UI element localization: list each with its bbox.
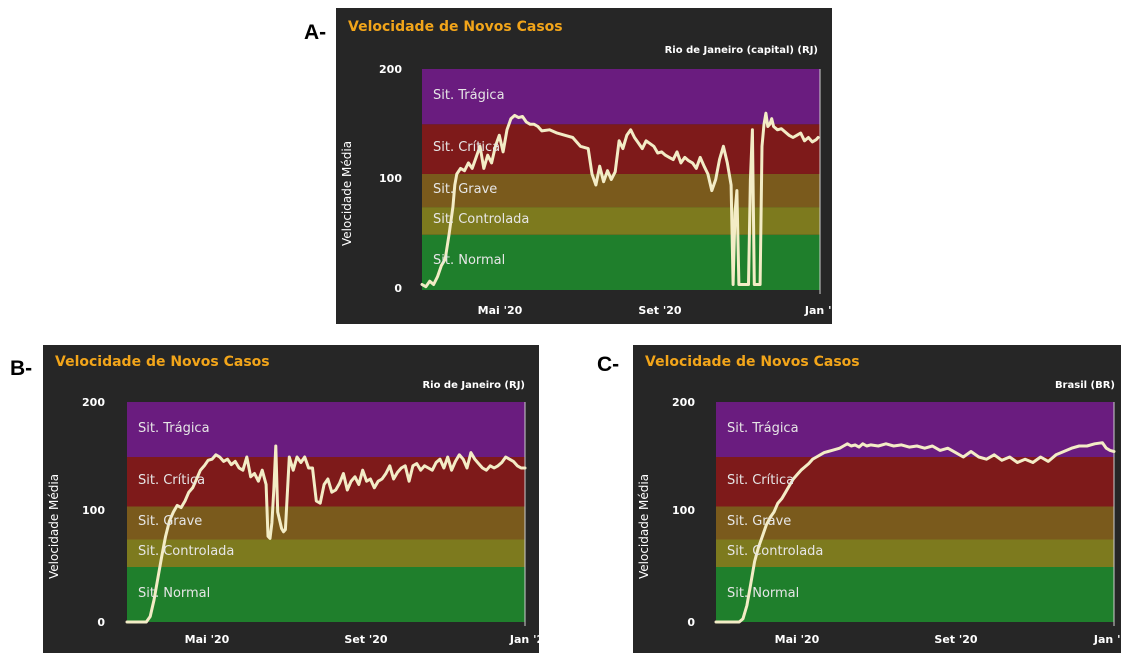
series-line (420, 111, 820, 289)
band-label: Sit. Controlada (138, 544, 235, 560)
band-label: Sit. Trágica (138, 420, 210, 436)
band-label: Sit. Trágica (433, 87, 505, 103)
chart-card-c: Sit. Normal Sit. Controlada Sit. Grave Sit.… (633, 345, 1121, 653)
band-label: Sit. Normal (138, 585, 211, 601)
band-5 (716, 402, 1114, 457)
band-label: Sit. Grave (727, 514, 792, 529)
x-tick-label: Set '20 (638, 304, 682, 317)
panel-label-a: A- (304, 21, 327, 44)
band-3 (716, 506, 1114, 540)
band-5 (127, 402, 525, 457)
panel-label-b: B- (10, 357, 33, 380)
y-axis-label: Velocidade Média (47, 473, 61, 579)
y-tick-label: 100 (672, 504, 695, 517)
y-axis-label: Velocidade Média (340, 140, 354, 246)
x-tick-label: Jan '2 (1093, 633, 1121, 646)
band-label: Sit. Crítica (433, 140, 501, 156)
chart-subtitle: Rio de Janeiro (RJ) (422, 380, 525, 391)
y-tick-label: 200 (379, 63, 402, 76)
x-tick-label: Jan '2 (509, 633, 539, 646)
plot-area (420, 69, 821, 294)
band-2 (716, 539, 1114, 567)
band-label: Sit. Normal (727, 585, 800, 601)
x-tick-label: Mai '20 (477, 304, 523, 317)
panel-label-c: C- (597, 353, 620, 376)
y-axis-label: Velocidade Média (637, 473, 651, 579)
chart-subtitle: Rio de Janeiro (capital) (RJ) (664, 45, 818, 56)
band-3 (127, 506, 525, 540)
x-tick-label: Mai '20 (774, 633, 820, 646)
chart-title: Velocidade de Novos Casos (348, 19, 563, 35)
band-2 (127, 539, 525, 567)
band-label: Sit. Grave (433, 181, 498, 197)
band-label: Sit. Controlada (727, 544, 824, 560)
series-line (125, 444, 527, 624)
band-1 (127, 567, 525, 622)
y-tick-label: 0 (97, 616, 105, 629)
band-label: Sit. Trágica (727, 420, 799, 436)
chart-title: Velocidade de Novos Casos (55, 354, 270, 370)
band-5 (422, 69, 820, 125)
series-line (714, 441, 1116, 624)
y-tick-label: 200 (672, 396, 695, 409)
x-tick-label: Mai '20 (184, 633, 230, 646)
x-tick-label: Set '20 (934, 633, 978, 646)
y-tick-label: 0 (394, 282, 402, 295)
plot-area (125, 402, 527, 626)
y-tick-label: 0 (687, 616, 695, 629)
band-label: Sit. Grave (138, 514, 203, 529)
chart-title: Velocidade de Novos Casos (645, 354, 860, 370)
band-label: Sit. Crítica (138, 472, 206, 488)
chart-card-a: Sit. Normal Sit. Controlada Sit. Grave Sit.… (336, 8, 832, 324)
y-tick-label: 200 (82, 396, 105, 409)
x-tick-label: Set '20 (344, 633, 388, 646)
band-label: Sit. Controlada (433, 211, 530, 227)
chart-card-b: Sit. Normal Sit. Controlada Sit. Grave Sit.… (43, 345, 539, 653)
chart-subtitle: Brasil (BR) (1054, 380, 1115, 391)
plot-area (714, 402, 1116, 626)
y-tick-label: 100 (82, 504, 105, 517)
band-1 (716, 567, 1114, 622)
band-label: Sit. Normal (433, 253, 506, 269)
y-tick-label: 100 (379, 172, 402, 185)
x-tick-label: Jan '2 (804, 304, 832, 317)
band-label: Sit. Crítica (727, 472, 795, 488)
